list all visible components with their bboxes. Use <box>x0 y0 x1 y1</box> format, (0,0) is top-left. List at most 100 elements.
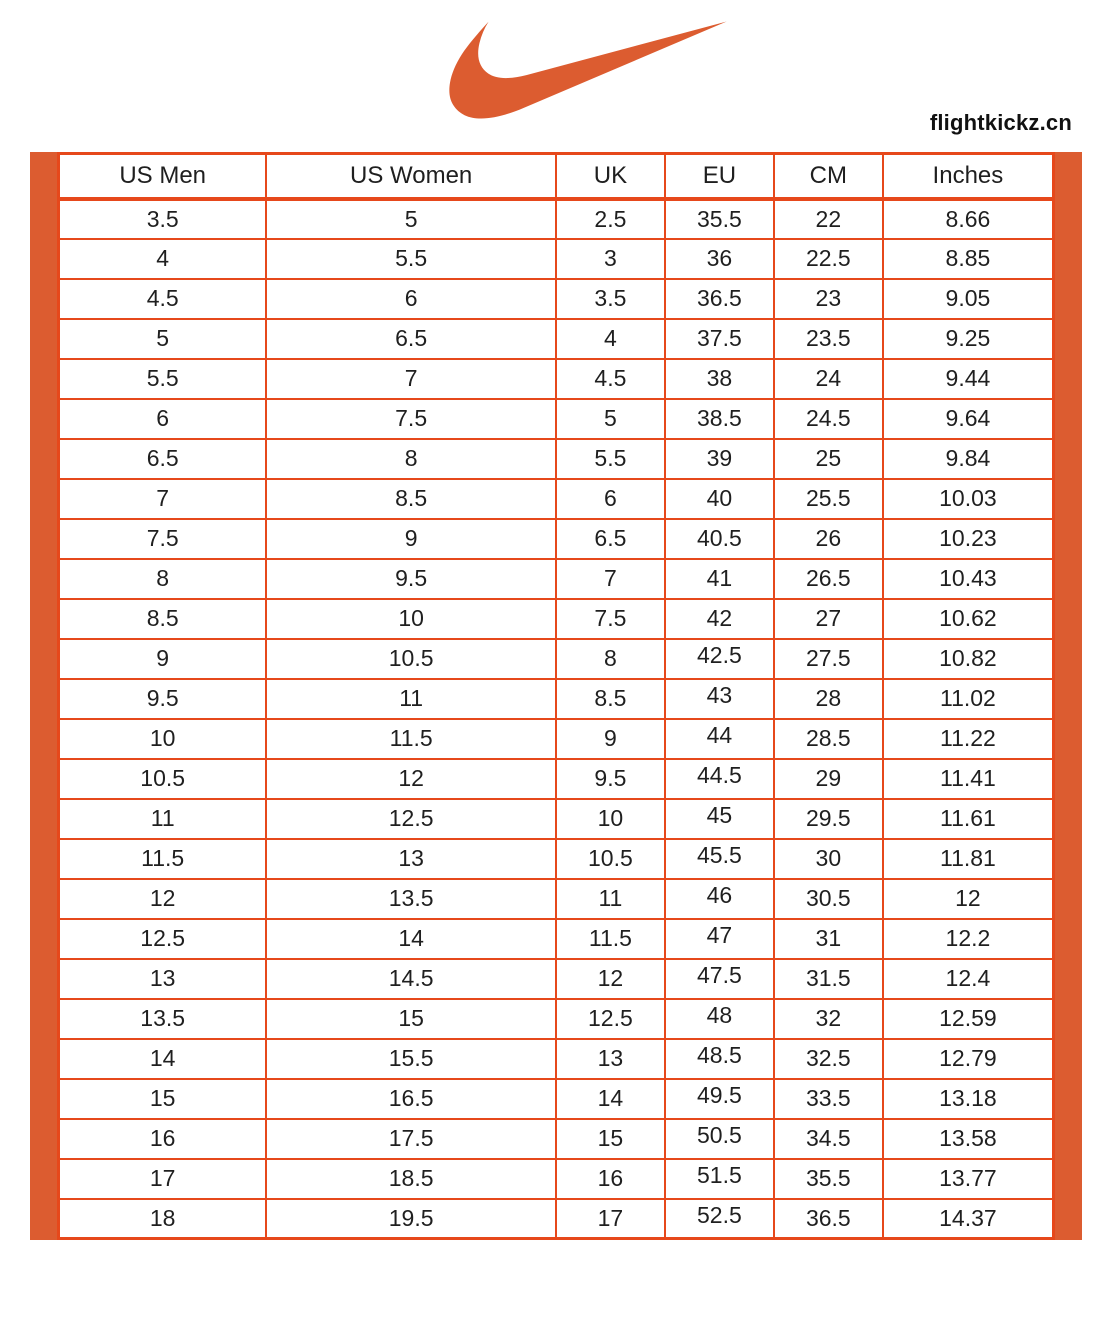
cell-us-men: 7.5 <box>57 517 268 560</box>
cell-inches: 9.05 <box>881 277 1055 320</box>
column-header-inches: Inches <box>881 152 1055 201</box>
cell-uk: 13 <box>554 1037 666 1080</box>
cell-eu: 49.5 <box>663 1077 775 1120</box>
table-row: 16 17.5 15 50.5 34.5 13.58 <box>57 1117 1055 1160</box>
cell-us-men: 4.5 <box>57 277 268 320</box>
cell-eu: 38.5 <box>663 397 775 440</box>
column-header-us-men: US Men <box>57 152 268 201</box>
cell-us-men: 8 <box>57 557 268 600</box>
cell-inches: 8.66 <box>881 197 1055 240</box>
cell-us-women: 6.5 <box>265 317 557 360</box>
nike-swoosh-icon <box>449 21 727 119</box>
cell-cm: 25.5 <box>772 477 884 520</box>
cell-us-women: 12 <box>265 757 557 800</box>
cell-eu: 37.5 <box>663 317 775 360</box>
cell-us-men: 6 <box>57 397 268 440</box>
cell-us-women: 8.5 <box>265 477 557 520</box>
column-header-uk: UK <box>554 152 666 201</box>
cell-uk: 3 <box>554 237 666 280</box>
cell-eu: 50.5 <box>663 1117 775 1160</box>
cell-eu: 36 <box>663 237 775 280</box>
cell-eu: 47.5 <box>663 957 775 1000</box>
cell-uk: 14 <box>554 1077 666 1120</box>
cell-us-men: 8.5 <box>57 597 268 640</box>
cell-us-women: 7.5 <box>265 397 557 440</box>
cell-uk: 7 <box>554 557 666 600</box>
cell-uk: 5 <box>554 397 666 440</box>
size-chart-page: flightkickz.cn US Men US Women UK EU CM … <box>30 21 1082 1240</box>
table-row: 8 9.5 7 41 26.5 10.43 <box>57 557 1055 600</box>
cell-us-men: 9.5 <box>57 677 268 720</box>
cell-inches: 10.82 <box>881 637 1055 680</box>
cell-uk: 5.5 <box>554 437 666 480</box>
cell-cm: 23 <box>772 277 884 320</box>
cell-uk: 10.5 <box>554 837 666 880</box>
cell-us-men: 16 <box>57 1117 268 1160</box>
table-row: 9 10.5 8 42.5 27.5 10.82 <box>57 637 1055 680</box>
cell-eu: 48.5 <box>663 1037 775 1080</box>
cell-uk: 16 <box>554 1157 666 1200</box>
cell-us-women: 16.5 <box>265 1077 557 1120</box>
cell-cm: 29 <box>772 757 884 800</box>
table-header: US Men US Women UK EU CM Inches <box>57 152 1055 201</box>
column-header-cm: CM <box>772 152 884 201</box>
cell-us-women: 6 <box>265 277 557 320</box>
cell-uk: 4.5 <box>554 357 666 400</box>
cell-eu: 40 <box>663 477 775 520</box>
cell-us-men: 18 <box>57 1197 268 1240</box>
cell-us-women: 10.5 <box>265 637 557 680</box>
cell-eu: 45.5 <box>663 837 775 880</box>
cell-cm: 26 <box>772 517 884 560</box>
cell-us-women: 13.5 <box>265 877 557 920</box>
cell-inches: 13.77 <box>881 1157 1055 1200</box>
cell-inches: 9.44 <box>881 357 1055 400</box>
cell-cm: 22 <box>772 197 884 240</box>
right-accent-bar <box>1055 152 1082 1240</box>
cell-eu: 45 <box>663 797 775 840</box>
cell-eu: 39 <box>663 437 775 480</box>
table-row: 8.5 10 7.5 42 27 10.62 <box>57 597 1055 640</box>
column-header-eu: EU <box>663 152 775 201</box>
cell-inches: 11.22 <box>881 717 1055 760</box>
cell-cm: 31.5 <box>772 957 884 1000</box>
cell-uk: 4 <box>554 317 666 360</box>
cell-cm: 23.5 <box>772 317 884 360</box>
cell-us-women: 9 <box>265 517 557 560</box>
cell-eu: 38 <box>663 357 775 400</box>
column-header-us-women: US Women <box>265 152 557 201</box>
cell-inches: 8.85 <box>881 237 1055 280</box>
cell-inches: 11.41 <box>881 757 1055 800</box>
table-row: 4 5.5 3 36 22.5 8.85 <box>57 237 1055 280</box>
table-section: US Men US Women UK EU CM Inches 3.5 5 2.5 3… <box>30 152 1082 1240</box>
cell-cm: 32 <box>772 997 884 1040</box>
cell-inches: 10.03 <box>881 477 1055 520</box>
cell-eu: 44 <box>663 717 775 760</box>
cell-us-men: 11.5 <box>57 837 268 880</box>
cell-us-women: 14 <box>265 917 557 960</box>
table-row: 9.5 11 8.5 43 28 11.02 <box>57 677 1055 720</box>
cell-us-men: 3.5 <box>57 197 268 240</box>
cell-inches: 9.84 <box>881 437 1055 480</box>
cell-cm: 34.5 <box>772 1117 884 1160</box>
table-row: 10.5 12 9.5 44.5 29 11.41 <box>57 757 1055 800</box>
cell-inches: 11.61 <box>881 797 1055 840</box>
cell-uk: 8 <box>554 637 666 680</box>
cell-uk: 11.5 <box>554 917 666 960</box>
cell-inches: 10.62 <box>881 597 1055 640</box>
cell-inches: 13.58 <box>881 1117 1055 1160</box>
cell-cm: 30.5 <box>772 877 884 920</box>
cell-us-men: 4 <box>57 237 268 280</box>
table-row: 7.5 9 6.5 40.5 26 10.23 <box>57 517 1055 560</box>
cell-us-men: 9 <box>57 637 268 680</box>
cell-us-men: 12.5 <box>57 917 268 960</box>
size-table-body: 3.5 5 2.5 35.5 22 8.66 4 5.5 3 36 22.5 8.85 4.5 6 3.5 3… <box>57 197 1055 1240</box>
cell-inches: 10.23 <box>881 517 1055 560</box>
table-row: 18 19.5 17 52.5 36.5 14.37 <box>57 1197 1055 1240</box>
cell-cm: 36.5 <box>772 1197 884 1240</box>
cell-cm: 28.5 <box>772 717 884 760</box>
cell-cm: 22.5 <box>772 237 884 280</box>
cell-us-women: 8 <box>265 437 557 480</box>
cell-inches: 9.64 <box>881 397 1055 440</box>
cell-cm: 24.5 <box>772 397 884 440</box>
cell-cm: 28 <box>772 677 884 720</box>
